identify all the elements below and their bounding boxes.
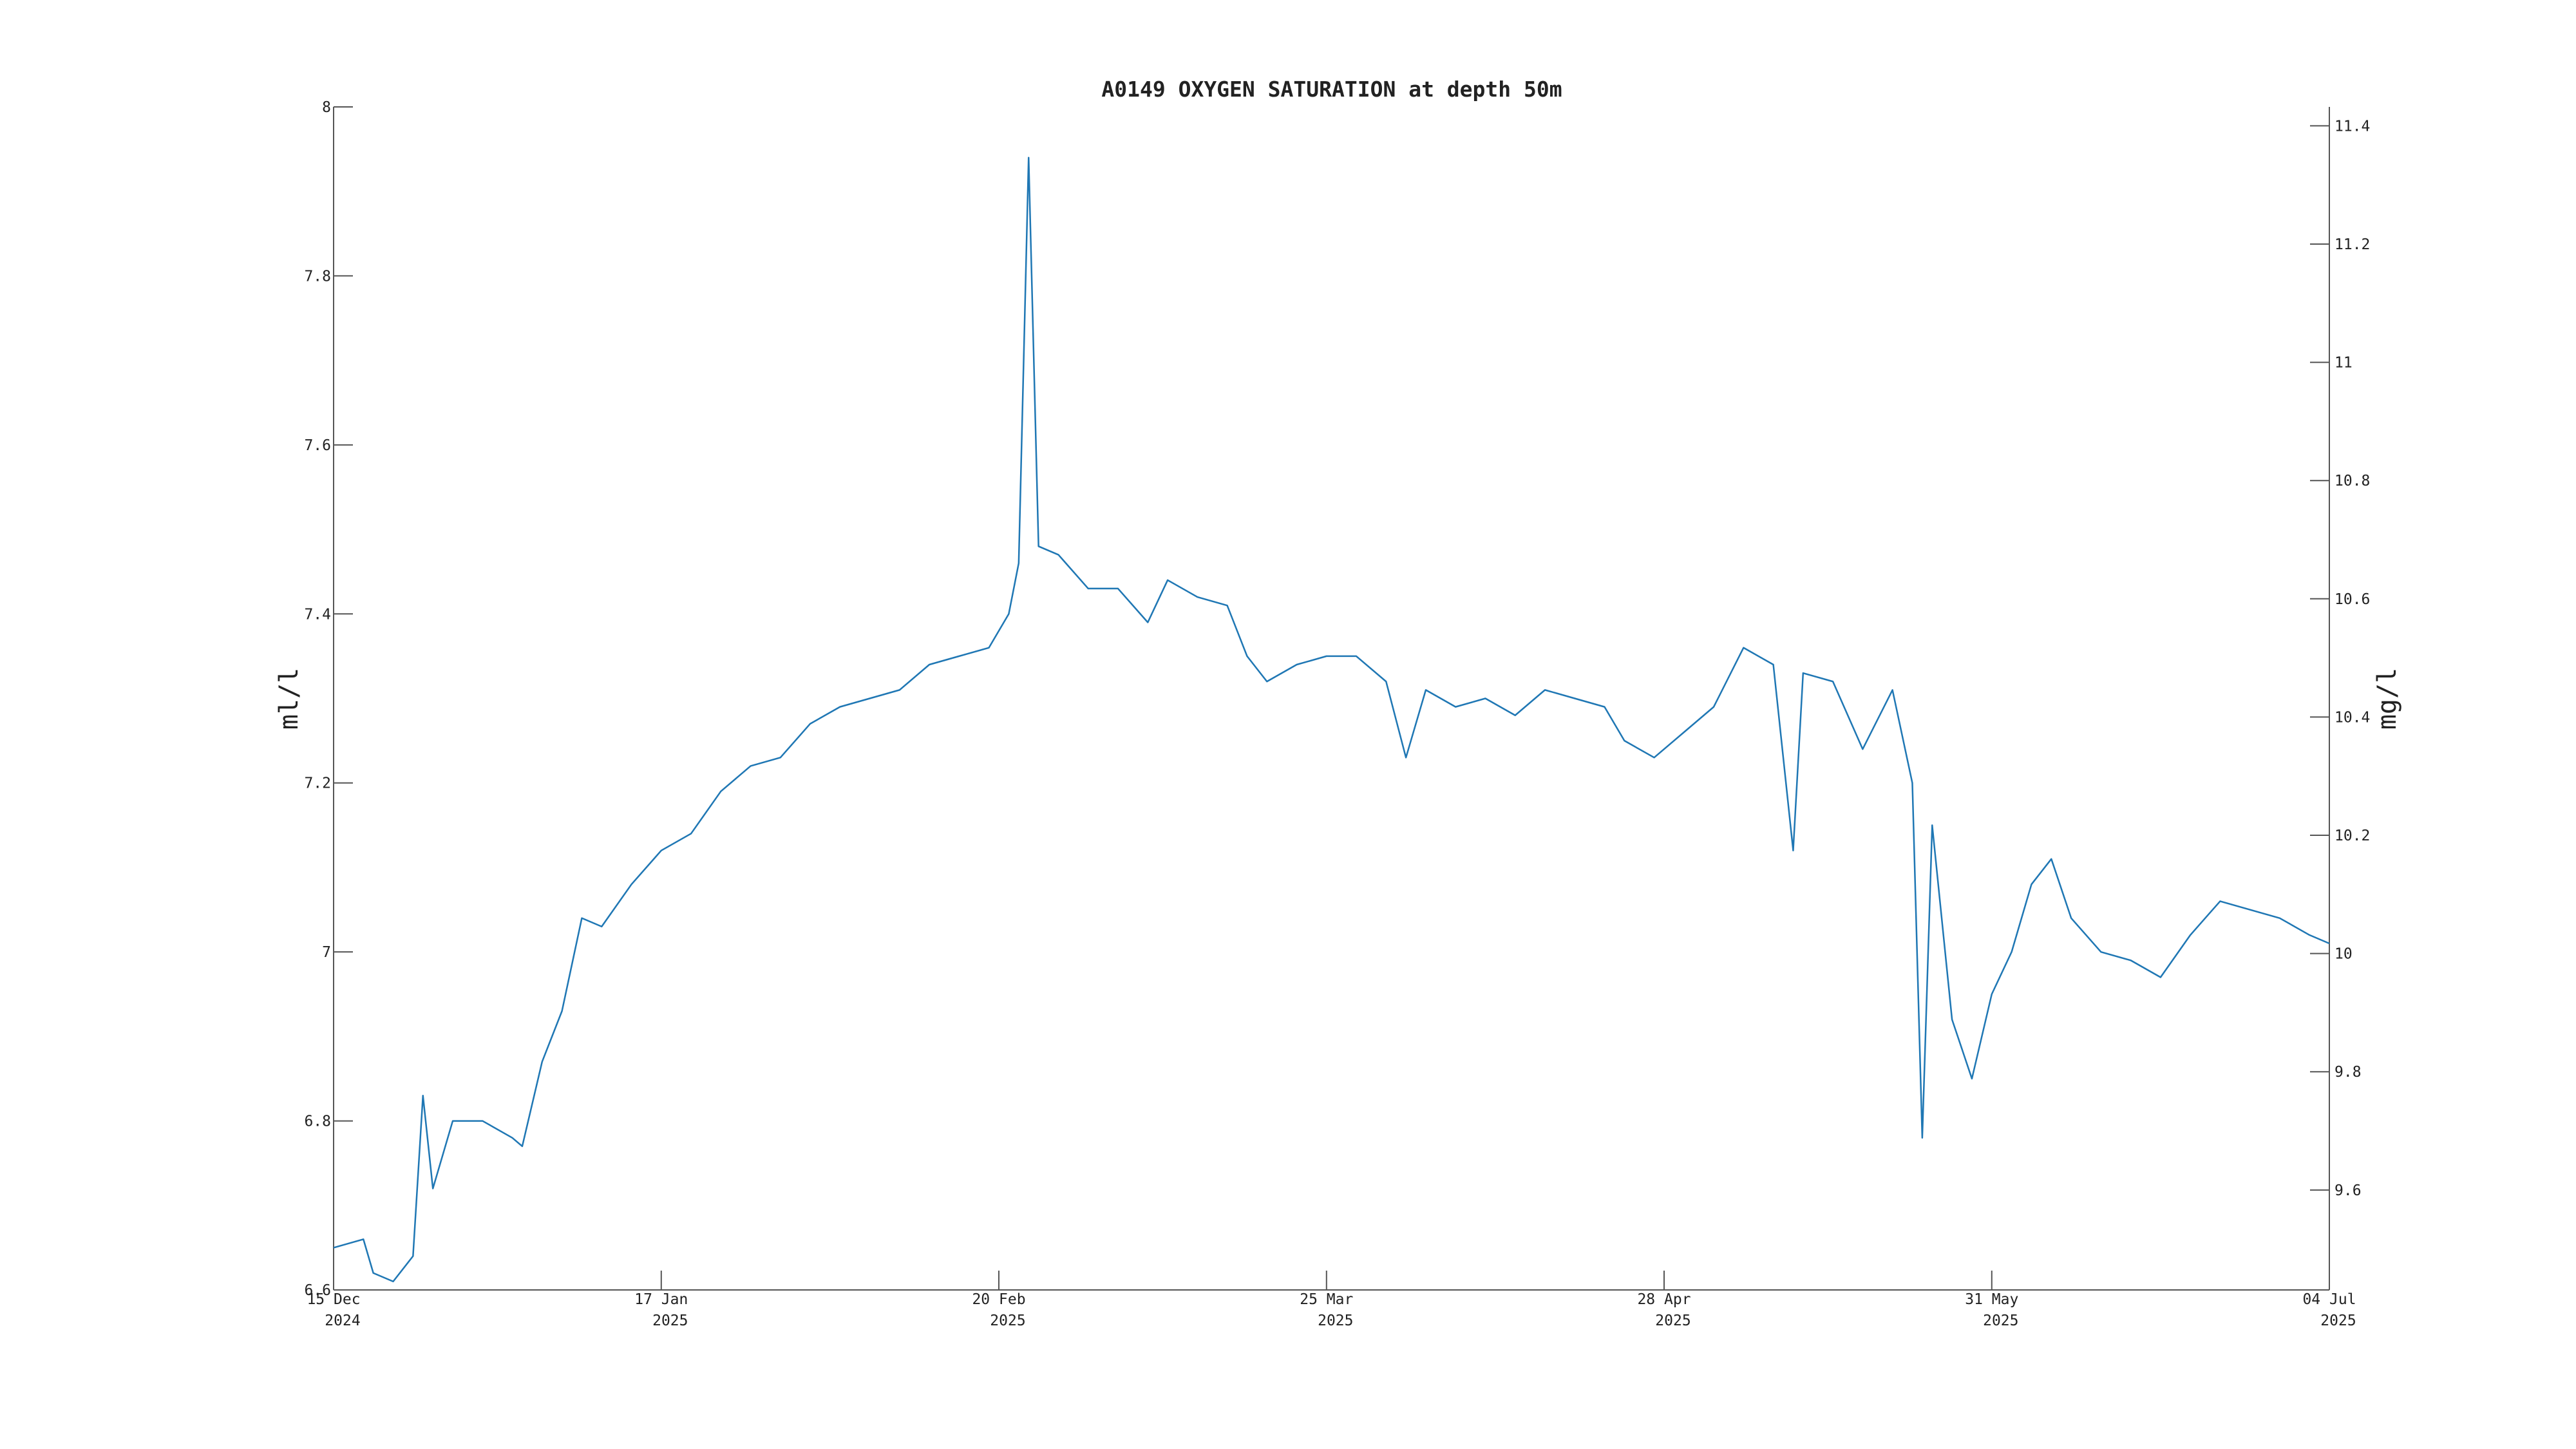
y2-axis-title: mg/l	[2372, 668, 2402, 730]
y2-tick-label: 10	[2334, 946, 2353, 963]
x-tick-label: 31 May	[1965, 1291, 2018, 1308]
data-line	[333, 156, 2330, 1283]
y2-tick-label: 10.6	[2334, 591, 2370, 608]
y-tick-label: 7.4	[304, 606, 331, 623]
x-tick-label: 2025	[990, 1312, 1025, 1329]
x-tick-label: 25 Mar	[1300, 1291, 1353, 1308]
x-tick-label: 2024	[325, 1312, 360, 1329]
x-tick-label: 17 Jan	[634, 1291, 688, 1308]
x-tick-label: 2025	[2320, 1312, 2356, 1329]
y-tick-label: 7.8	[304, 268, 331, 285]
y-tick-label: 7.2	[304, 775, 331, 792]
x-tick-label: 20 Feb	[972, 1291, 1025, 1308]
y2-tick-label: 10.4	[2334, 709, 2370, 726]
y2-tick-label: 11.2	[2334, 236, 2370, 253]
y-tick-label: 7	[322, 944, 331, 961]
x-tick-label: 2025	[1983, 1312, 2018, 1329]
y2-tick-label: 10.2	[2334, 828, 2370, 844]
x-tick-label: 04 Jul	[2302, 1291, 2356, 1308]
y2-tick-label: 11.4	[2334, 118, 2370, 135]
y-tick-label: 6.6	[304, 1282, 331, 1299]
x-tick-label: 2025	[1655, 1312, 1690, 1329]
x-tick-label: 28 Apr	[1637, 1291, 1690, 1308]
y2-tick-label: 9.6	[2334, 1182, 2362, 1199]
y2-tick-label: 10.8	[2334, 473, 2370, 489]
y2-tick-label: 9.8	[2334, 1064, 2362, 1081]
y-axis-title: ml/l	[274, 668, 304, 730]
y-tick-label: 7.6	[304, 437, 331, 454]
y2-tick-label: 11	[2334, 355, 2353, 372]
chart-title: A0149 OXYGEN SATURATION at depth 50m	[1101, 77, 1562, 102]
x-tick-label: 2025	[1318, 1312, 1353, 1329]
x-tick-label: 2025	[652, 1312, 688, 1329]
y-tick-label: 6.8	[304, 1113, 331, 1130]
x-tick-label: 15 Dec	[307, 1291, 360, 1308]
y-tick-label: 8	[322, 99, 331, 116]
